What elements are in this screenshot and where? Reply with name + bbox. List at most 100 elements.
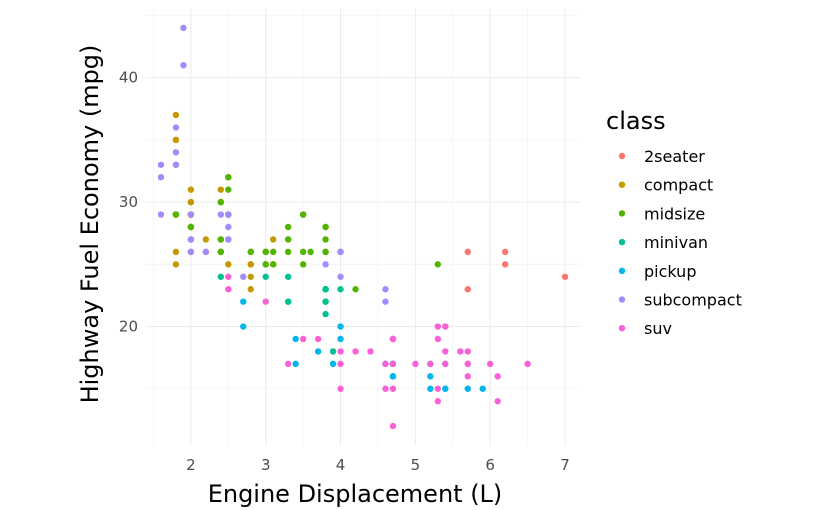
- data-point-midsize: [322, 236, 329, 243]
- data-point-midsize: [247, 248, 254, 256]
- data-point-midsize: [270, 261, 277, 268]
- data-point-suv: [442, 360, 449, 368]
- data-point-midsize: [225, 174, 232, 181]
- data-point-subcompact: [157, 174, 165, 181]
- data-point-midsize: [270, 248, 277, 256]
- data-point-suv: [434, 385, 442, 392]
- data-point-compact: [247, 273, 254, 280]
- data-point-pickup: [427, 385, 434, 392]
- data-point-subcompact: [157, 161, 165, 168]
- data-point-suv: [434, 335, 442, 343]
- data-point-suv: [434, 323, 442, 330]
- data-point-pickup: [442, 385, 449, 392]
- data-point-suv: [337, 348, 344, 355]
- x-tick-label: 2: [186, 456, 196, 474]
- data-point-suv: [524, 360, 531, 368]
- data-point-suv: [434, 398, 442, 405]
- data-point-pickup: [427, 373, 434, 380]
- data-point-suv: [464, 348, 471, 355]
- data-point-pickup: [240, 323, 247, 330]
- data-point-midsize: [284, 236, 292, 243]
- data-point-suv: [464, 373, 471, 380]
- legend-label-suv: suv: [644, 319, 672, 338]
- data-point-subcompact: [337, 248, 344, 256]
- data-point-midsize: [322, 248, 329, 256]
- data-point-suv: [382, 385, 389, 392]
- data-point-minivan: [329, 348, 337, 355]
- data-point-midsize: [299, 248, 307, 256]
- data-point-subcompact: [322, 261, 329, 268]
- legend-label-minivan: minivan: [644, 233, 708, 252]
- data-point-midsize: [217, 236, 225, 243]
- data-point-midsize: [187, 223, 195, 231]
- legend-key-compact: [618, 181, 626, 188]
- x-axis-tick-labels: 2 3 4 5 6 7: [186, 456, 570, 474]
- data-point-pickup: [464, 385, 471, 392]
- data-point-suv: [494, 373, 501, 380]
- data-point-midsize: [217, 248, 225, 256]
- data-point-suv: [262, 298, 269, 305]
- data-point-compact: [172, 136, 180, 144]
- data-point-midsize: [225, 186, 232, 193]
- data-point-suv: [367, 348, 374, 355]
- data-point-midsize: [299, 261, 307, 268]
- data-point-pickup: [292, 360, 299, 368]
- data-point-subcompact: [172, 161, 180, 168]
- legend-label-compact: compact: [644, 176, 713, 195]
- legend-label-midsize: midsize: [644, 204, 705, 223]
- x-axis-title: Engine Displacement (L): [208, 480, 503, 508]
- data-point-2seater: [501, 248, 509, 256]
- data-point-pickup: [240, 298, 247, 305]
- data-point-2seater: [561, 273, 569, 280]
- minor-gridlines: [146, 8, 580, 446]
- data-point-2seater: [464, 286, 471, 293]
- legend-title: class: [606, 107, 666, 135]
- data-point-midsize: [284, 248, 292, 256]
- data-point-pickup: [337, 323, 344, 330]
- data-point-subcompact: [225, 223, 232, 231]
- data-point-compact: [247, 286, 254, 293]
- data-point-pickup: [479, 385, 486, 392]
- data-point-pickup: [292, 335, 299, 343]
- data-point-suv: [389, 422, 397, 430]
- data-point-compact: [172, 111, 180, 119]
- data-point-suv: [284, 360, 292, 368]
- data-point-suv: [389, 360, 397, 368]
- data-point-suv: [487, 360, 494, 368]
- data-point-suv: [337, 385, 344, 392]
- data-point-suv: [389, 335, 397, 343]
- data-point-minivan: [284, 298, 292, 305]
- data-point-midsize: [434, 261, 442, 268]
- legend-key-suv: [618, 325, 626, 332]
- x-tick-label: 7: [560, 456, 570, 474]
- data-point-suv: [494, 398, 501, 405]
- legend-item-subcompact: subcompact: [618, 291, 742, 310]
- data-point-compact: [225, 261, 232, 268]
- data-point-midsize: [217, 198, 225, 206]
- data-point-midsize: [352, 286, 359, 293]
- data-point-suv: [464, 360, 471, 368]
- legend: class 2seater compact midsize minivan pickup…: [606, 107, 742, 338]
- data-point-midsize: [284, 223, 292, 231]
- data-point-minivan: [284, 273, 292, 280]
- data-point-suv: [337, 360, 344, 368]
- data-point-suv: [382, 360, 389, 368]
- data-point-subcompact: [337, 273, 344, 280]
- data-point-compact: [187, 186, 195, 193]
- data-point-minivan: [262, 273, 269, 280]
- data-point-pickup: [389, 373, 397, 380]
- x-tick-label: 3: [261, 456, 271, 474]
- data-point-compact: [217, 186, 225, 193]
- data-point-minivan: [337, 286, 344, 293]
- data-point-midsize: [262, 261, 269, 268]
- data-point-subcompact: [240, 273, 247, 280]
- data-point-suv: [442, 348, 449, 355]
- y-axis-tick-labels: 20 30 40: [119, 69, 138, 336]
- data-point-minivan: [217, 273, 225, 280]
- y-tick-label: 20: [119, 318, 138, 336]
- data-point-2seater: [501, 261, 509, 268]
- data-point-midsize: [299, 211, 307, 218]
- data-point-suv: [352, 348, 359, 355]
- data-points: [157, 24, 569, 430]
